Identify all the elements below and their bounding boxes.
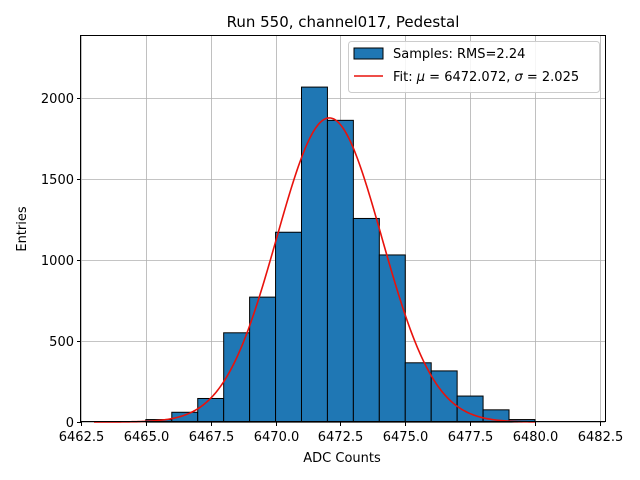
histogram-bar	[300, 86, 328, 423]
y-tick-label: 500	[49, 335, 74, 350]
histogram-bar	[223, 332, 251, 423]
legend-box	[348, 41, 600, 93]
histogram-bar	[249, 296, 277, 423]
x-tick-label: 6465.0	[124, 430, 170, 445]
histogram-bars	[145, 86, 536, 423]
legend-histogram-swatch	[353, 47, 384, 60]
y-tick-label: 1500	[41, 173, 74, 188]
x-tick-label: 6482.5	[578, 430, 624, 445]
x-tick-label: 6477.5	[448, 430, 494, 445]
x-tick-label: 6472.5	[318, 430, 364, 445]
histogram-bar	[430, 370, 458, 423]
fit-curve	[93, 117, 535, 423]
plot-frame	[80, 35, 606, 422]
x-axis-label: ADC Counts	[303, 451, 381, 466]
histogram-bar	[197, 397, 225, 423]
x-tick-label: 6470.0	[254, 430, 300, 445]
x-tick-label: 6480.0	[513, 430, 559, 445]
legend-fit-label: Fit: μ = 6472.072, σ = 2.025	[393, 70, 579, 85]
y-tick-label: 2000	[41, 92, 74, 107]
histogram-bar	[275, 231, 302, 423]
x-axis-ticks: 6462.5 6465.0 6467.5 6470.0 6472.5 6475.0 6477…	[59, 422, 624, 445]
x-tick-label: 6467.5	[189, 430, 235, 445]
y-tick-label: 0	[66, 416, 74, 431]
histogram-bar	[326, 119, 354, 423]
y-axis-ticks: 0 500 1000 1500 2000	[41, 92, 81, 431]
x-tick-label: 6462.5	[59, 430, 105, 445]
legend-histogram-label: Samples: RMS=2.24	[393, 47, 525, 62]
histogram-bar	[404, 362, 432, 423]
y-axis-label: Entries	[15, 206, 30, 252]
x-tick-label: 6475.0	[383, 430, 429, 445]
histogram-bar	[352, 217, 380, 423]
y-tick-label: 1000	[41, 254, 74, 269]
histogram-bar	[378, 254, 406, 423]
chart-title: Run 550, channel017, Pedestal	[227, 13, 460, 31]
legend: Samples: RMS=2.24 Fit: μ = 6472.072, σ =…	[348, 41, 600, 93]
